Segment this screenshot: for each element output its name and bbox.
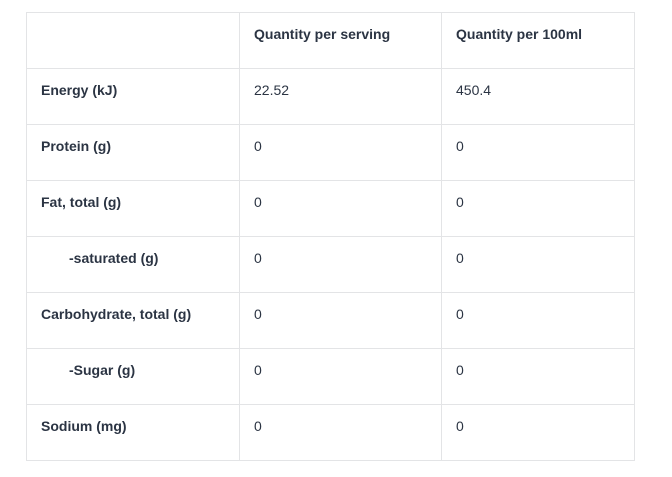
nutrient-label: -Sugar (g): [26, 348, 240, 405]
nutrient-label: Carbohydrate, total (g): [26, 292, 240, 349]
table-row: Carbohydrate, total (g) 0 0: [26, 292, 635, 349]
per-100ml-value: 0: [441, 292, 635, 349]
per-serving-value: 22.52: [239, 68, 442, 125]
per-serving-value: 0: [239, 124, 442, 181]
nutrition-table: Quantity per serving Quantity per 100ml …: [26, 12, 635, 461]
per-100ml-value: 0: [441, 180, 635, 237]
column-header-per-100ml: Quantity per 100ml: [441, 12, 635, 69]
per-serving-value: 0: [239, 348, 442, 405]
per-serving-value: 0: [239, 180, 442, 237]
table-header-row: Quantity per serving Quantity per 100ml: [26, 12, 635, 69]
per-serving-value: 0: [239, 236, 442, 293]
nutrient-label: Sodium (mg): [26, 404, 240, 461]
nutrient-label: -saturated (g): [26, 236, 240, 293]
per-100ml-value: 0: [441, 236, 635, 293]
column-header-empty: [26, 12, 240, 69]
table-row: Protein (g) 0 0: [26, 124, 635, 181]
per-100ml-value: 450.4: [441, 68, 635, 125]
per-100ml-value: 0: [441, 348, 635, 405]
table-row: Energy (kJ) 22.52 450.4: [26, 68, 635, 125]
nutrient-label: Fat, total (g): [26, 180, 240, 237]
per-serving-value: 0: [239, 292, 442, 349]
nutrient-label: Protein (g): [26, 124, 240, 181]
table-row: Fat, total (g) 0 0: [26, 180, 635, 237]
table-row: Sodium (mg) 0 0: [26, 404, 635, 461]
nutrient-label: Energy (kJ): [26, 68, 240, 125]
per-100ml-value: 0: [441, 124, 635, 181]
per-100ml-value: 0: [441, 404, 635, 461]
table-row: -Sugar (g) 0 0: [26, 348, 635, 405]
per-serving-value: 0: [239, 404, 442, 461]
column-header-per-serving: Quantity per serving: [239, 12, 442, 69]
table-row: -saturated (g) 0 0: [26, 236, 635, 293]
